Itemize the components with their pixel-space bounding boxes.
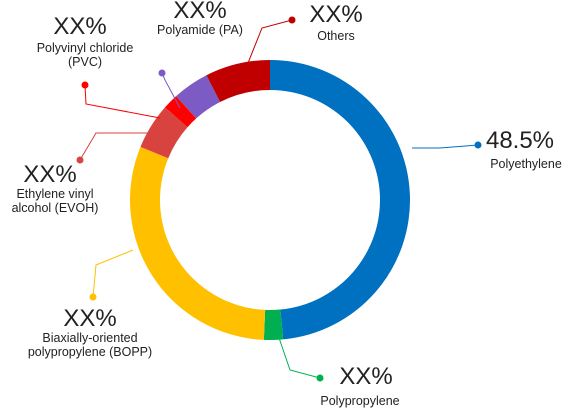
callout-dot: [288, 16, 296, 24]
donut-slice: [140, 107, 188, 159]
callout-dot: [76, 156, 84, 164]
callout-dot: [89, 293, 97, 301]
callout-line: [79, 132, 150, 161]
callout-dot: [158, 69, 166, 77]
category-label: Biaxially-oriented polypropylene (BOPP): [27, 331, 153, 359]
category-label: Ethylene vinyl alcohol (EVOH): [11, 187, 99, 215]
category-label: Others: [317, 29, 355, 43]
donut-slice: [270, 60, 410, 340]
value-label: 48.5%: [485, 127, 555, 154]
value-label: XX%: [23, 161, 77, 188]
category-label: Polyethylene: [490, 157, 562, 171]
callout-line: [237, 19, 293, 89]
category-label: Polyamide (PA): [157, 23, 243, 37]
callout-line: [412, 144, 479, 149]
callout-line: [84, 84, 161, 119]
callout-dot: [81, 81, 89, 89]
category-label: Polyvinyl chloride (PVC): [36, 41, 134, 69]
callout-dot: [474, 141, 482, 149]
value-label: XX%: [63, 305, 117, 332]
value-label: XX%: [173, 0, 227, 24]
value-label: XX%: [53, 13, 107, 40]
value-label: XX%: [309, 1, 363, 28]
donut-slice: [130, 146, 266, 340]
callout-dot: [316, 374, 324, 382]
value-label: XX%: [339, 363, 393, 390]
donut-slice: [263, 309, 284, 341]
donut-slice: [176, 75, 221, 119]
category-label: Polypropylene: [320, 394, 400, 408]
donut-slice: [206, 60, 270, 102]
callout-line: [276, 331, 321, 379]
donut-slice: [164, 96, 197, 128]
callout-line: [92, 249, 134, 298]
